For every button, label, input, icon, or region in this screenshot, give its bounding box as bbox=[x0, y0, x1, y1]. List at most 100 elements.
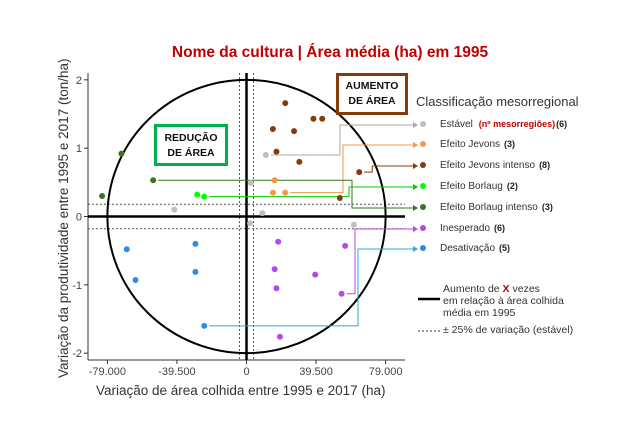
data-point bbox=[123, 246, 130, 253]
legend-marker bbox=[420, 121, 426, 128]
legend-label: Efeito Borlaug bbox=[440, 181, 503, 192]
legend-marker bbox=[420, 162, 426, 169]
legend-label: Efeito Jevons intenso bbox=[440, 160, 536, 171]
area-reduction-box: REDUÇÃO DE ÁREA bbox=[154, 124, 228, 166]
legend-marker bbox=[420, 183, 426, 190]
reference-solid-line1: Aumento de bbox=[443, 283, 500, 295]
x-tick-label: 79.000 bbox=[369, 366, 403, 378]
legend-marker bbox=[420, 225, 426, 232]
data-point bbox=[269, 189, 276, 196]
connector-arrowhead bbox=[413, 122, 418, 128]
legend-label: Inesperado bbox=[440, 223, 491, 234]
legend-count: (2) bbox=[506, 181, 518, 191]
x-tick-label: 39.500 bbox=[299, 366, 333, 378]
reference-legend-dotted: ± 25% de variação (estável) bbox=[443, 324, 574, 336]
connector-arrowhead bbox=[413, 142, 418, 148]
chart-title: Nome da cultura | Área média (ha) em 199… bbox=[171, 44, 489, 61]
y-tick-label: 1 bbox=[76, 143, 82, 155]
data-point bbox=[271, 266, 278, 273]
reference-solid-x: X bbox=[502, 283, 510, 295]
reference-legend-solid: Aumento de X vezes em relação à área col… bbox=[443, 283, 564, 319]
y-tick-label: -2 bbox=[72, 348, 82, 360]
data-point bbox=[262, 152, 269, 158]
reference-circle bbox=[106, 78, 387, 355]
data-point bbox=[296, 158, 303, 165]
data-point bbox=[150, 177, 157, 184]
legend-item-inesperado: Inesperado (6) bbox=[420, 223, 505, 237]
data-point bbox=[291, 128, 298, 135]
data-point bbox=[319, 115, 326, 122]
data-point bbox=[247, 180, 254, 187]
data-point bbox=[259, 210, 266, 217]
legend-label: Desativação bbox=[440, 243, 496, 254]
data-point bbox=[356, 169, 363, 176]
legend-note: (nº mesorregiões) bbox=[478, 119, 556, 129]
y-tick-label: 2 bbox=[76, 75, 82, 87]
data-point bbox=[192, 240, 199, 247]
legend-count: (6) bbox=[556, 119, 568, 129]
legend-count: (6) bbox=[494, 223, 506, 233]
data-point bbox=[194, 191, 201, 198]
legend-label: Efeito Jevons bbox=[440, 139, 501, 150]
legend-connector bbox=[158, 179, 413, 209]
area-increase-box: AUMENTO DE ÁREA bbox=[336, 73, 408, 115]
legend-item-efeito-borlaug-intenso: Efeito Borlaug intenso (3) bbox=[420, 202, 553, 216]
legend-label: Efeito Borlaug intenso bbox=[440, 202, 538, 213]
data-point bbox=[247, 220, 254, 227]
data-point bbox=[171, 206, 178, 213]
data-point bbox=[132, 277, 139, 284]
data-point bbox=[336, 195, 343, 202]
legend-count: (5) bbox=[499, 243, 511, 253]
area-reduction-line1: REDUÇÃO bbox=[164, 132, 218, 144]
legend-item-desativacao: Desativação (5) bbox=[420, 243, 510, 257]
legend-connector bbox=[209, 186, 413, 198]
data-point bbox=[282, 100, 289, 107]
legend-count: (3) bbox=[541, 202, 553, 212]
data-point bbox=[350, 221, 357, 228]
legend-marker bbox=[420, 245, 426, 252]
legend-item-efeito-jevons: Efeito Jevons (3) bbox=[420, 139, 515, 153]
data-point bbox=[312, 271, 319, 278]
data-point bbox=[342, 242, 349, 249]
data-point bbox=[269, 126, 276, 133]
x-axis-label: Variação de área colhida entre 1995 e 20… bbox=[96, 383, 386, 398]
legend-marker bbox=[420, 204, 426, 211]
legend-count: (3) bbox=[504, 139, 516, 149]
y-tick-label: 0 bbox=[76, 212, 82, 224]
area-increase-line2: DE ÁREA bbox=[348, 95, 396, 107]
data-point bbox=[275, 238, 282, 245]
x-tick-label: -79.000 bbox=[89, 366, 126, 378]
legend-title: Classificação mesorregional bbox=[416, 94, 579, 109]
legend-connector bbox=[290, 144, 413, 194]
legend-connector bbox=[364, 165, 413, 173]
data-point bbox=[201, 322, 208, 329]
legend-connector bbox=[270, 124, 413, 156]
data-point bbox=[273, 285, 280, 292]
data-point bbox=[118, 150, 125, 157]
connector-arrowhead bbox=[413, 163, 418, 169]
connector-arrowhead bbox=[413, 246, 418, 252]
legend-connector bbox=[346, 228, 413, 295]
reference-solid-line2: em relação à área colhida bbox=[443, 295, 564, 307]
area-reduction-line2: DE ÁREA bbox=[167, 147, 215, 159]
x-tick-label: 0 bbox=[243, 366, 249, 378]
legend-label: Estável bbox=[440, 119, 473, 130]
data-point bbox=[271, 177, 278, 184]
data-point bbox=[99, 193, 106, 199]
legend-item-estavel: Estável (nº mesorregiões)(6) bbox=[420, 119, 567, 133]
y-tick-label: -1 bbox=[72, 280, 82, 292]
x-tick-label: -39.500 bbox=[158, 366, 195, 378]
data-point bbox=[310, 115, 317, 122]
area-increase-line1: AUMENTO bbox=[345, 80, 399, 92]
legend-connector bbox=[209, 248, 413, 327]
data-point bbox=[276, 333, 283, 340]
data-point bbox=[201, 193, 208, 200]
legend-item-efeito-borlaug: Efeito Borlaug (2) bbox=[420, 181, 518, 195]
data-point bbox=[273, 148, 280, 155]
data-point bbox=[338, 290, 345, 297]
y-axis-label: Variação da produtividade entre 1995 e 2… bbox=[56, 58, 71, 378]
data-point bbox=[282, 189, 289, 196]
data-point bbox=[192, 268, 199, 275]
